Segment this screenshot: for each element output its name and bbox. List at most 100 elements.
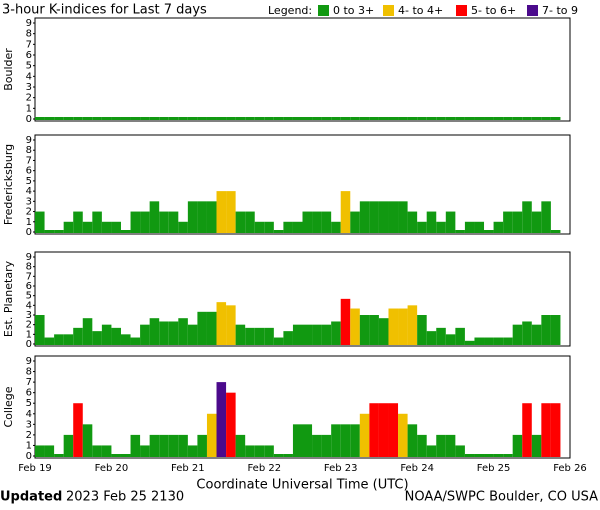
bar (541, 201, 551, 233)
y-tick-label: 6 (26, 166, 32, 177)
bar (378, 201, 389, 233)
bar (312, 117, 322, 120)
bar (216, 191, 227, 233)
bar (369, 117, 379, 120)
y-tick-label: 3 (26, 196, 32, 207)
x-tick-label: Feb 25 (477, 463, 511, 474)
bar (321, 324, 332, 345)
bar (92, 211, 102, 233)
bar (149, 117, 160, 120)
bar (82, 318, 93, 345)
bar (302, 324, 313, 345)
panel-frame (34, 355, 571, 459)
y-tick-label: 1 (26, 329, 32, 340)
bar (350, 424, 360, 457)
footer-date: 2023 Feb 25 2130 (66, 490, 184, 505)
bar (531, 211, 542, 233)
bar (140, 211, 150, 233)
bar (331, 424, 341, 457)
bar (140, 445, 150, 457)
bar (264, 117, 274, 120)
bar (340, 424, 351, 457)
bar (417, 117, 427, 120)
bar (512, 324, 523, 345)
bar (312, 324, 322, 345)
bar (101, 324, 112, 345)
bar (436, 221, 446, 233)
bar (111, 327, 121, 345)
bar (283, 221, 293, 233)
bar (54, 334, 64, 345)
x-tick-label: Feb 26 (553, 463, 587, 474)
panel-frame (34, 251, 571, 347)
legend-entry: 5- to 6+ (471, 4, 516, 17)
bar (187, 445, 198, 457)
bar (464, 454, 475, 457)
bar (350, 308, 360, 345)
bar (369, 315, 379, 345)
bar (331, 321, 341, 345)
bar (130, 117, 141, 120)
bar (168, 321, 179, 345)
bar (140, 117, 150, 120)
bar (417, 315, 427, 345)
bar (235, 117, 246, 120)
bar (541, 117, 551, 120)
bar (503, 117, 513, 120)
bar (206, 201, 217, 233)
y-tick-label: 4 (26, 186, 32, 197)
bar (111, 454, 121, 457)
bar (331, 221, 341, 233)
bar (168, 434, 179, 457)
bar (493, 454, 504, 457)
chart-title: 3-hour K-indices for Last 7 days (2, 3, 207, 18)
bar (350, 117, 360, 120)
y-tick-label: 8 (26, 262, 32, 273)
bar (206, 117, 217, 120)
bar (503, 211, 513, 233)
bar (149, 434, 160, 457)
y-tick-label: 7 (26, 271, 32, 282)
bar (531, 434, 542, 457)
legend-entry: 0 to 3+ (333, 4, 374, 17)
bar (292, 117, 303, 120)
bar (73, 211, 83, 233)
bar (493, 337, 504, 345)
bar (398, 308, 408, 345)
y-tick-label: 8 (26, 145, 32, 156)
y-tick-label: 9 (26, 252, 32, 263)
bar (484, 454, 494, 457)
bar (235, 324, 246, 345)
bar (92, 445, 102, 457)
y-tick-label: 6 (26, 50, 32, 61)
legend-swatch (383, 5, 394, 16)
bar (82, 117, 93, 120)
bar (541, 403, 551, 457)
bar (340, 117, 351, 120)
bar (35, 211, 45, 233)
bar (245, 211, 255, 233)
bar (436, 327, 446, 345)
bar (426, 331, 437, 345)
bar (178, 318, 188, 345)
bar (436, 434, 446, 457)
bar (369, 403, 379, 457)
bar (273, 230, 284, 233)
bar (464, 340, 475, 345)
bar (426, 211, 437, 233)
bar (264, 221, 274, 233)
bar (522, 403, 532, 457)
bar (111, 117, 121, 120)
y-tick-label: 1 (26, 217, 32, 228)
bar (178, 117, 188, 120)
y-axis-label: Boulder (2, 48, 15, 91)
bar (331, 117, 341, 120)
y-tick-label: 3 (26, 82, 32, 93)
bar (63, 334, 74, 345)
y-tick-label: 4 (26, 71, 32, 82)
bar (455, 230, 465, 233)
bar (159, 321, 169, 345)
bar (445, 434, 456, 457)
bar (283, 331, 293, 345)
y-tick-label: 0 (26, 227, 32, 238)
